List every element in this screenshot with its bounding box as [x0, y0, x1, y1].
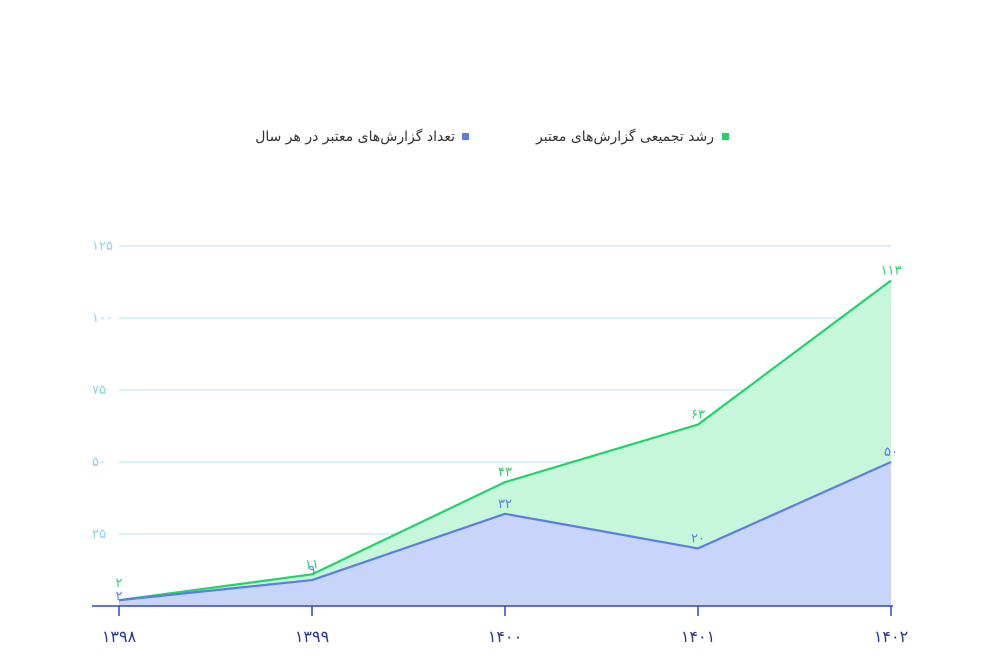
x-tick-label: ۱۴۰۲	[874, 627, 908, 646]
cumulative-area	[119, 280, 891, 606]
y-tick-label: ۷۵	[92, 383, 106, 398]
x-tick-label: ۱۳۹۸	[102, 627, 137, 646]
yearly-area	[119, 462, 891, 606]
y-tick-label: ۵۰	[92, 455, 106, 470]
yearly-data-label: ۹	[309, 563, 316, 578]
cumulative-data-label: ۱۱	[305, 557, 319, 572]
yearly-line	[118, 460, 892, 602]
y-tick-label: ۲۵	[92, 527, 106, 542]
yearly-data-label: ۲	[116, 589, 123, 604]
y-tick-label: ۱۲۵	[92, 239, 113, 254]
x-axis: ۱۳۹۸ ۱۳۹۹ ۱۴۰۰ ۱۴۰۱ ۱۴۰۲	[92, 605, 908, 646]
legend-swatch	[462, 133, 469, 140]
cumulative-data-label: ۴۳	[498, 465, 512, 480]
y-tick-label: ۱۰۰	[92, 311, 113, 326]
data-labels: ۲ ۱۱ ۴۳ ۶۳ ۱۱۳ ۲ ۹ ۳۲ ۲۰ ۵۰	[116, 264, 902, 604]
legend-label: رشد تجمیعی گزارش‌های معتبر	[535, 128, 714, 145]
series-lines	[118, 279, 892, 602]
yearly-data-label: ۲۰	[691, 531, 705, 546]
x-tick-label: ۱۴۰۰	[488, 627, 522, 646]
x-tick-label: ۱۳۹۹	[295, 627, 329, 646]
cumulative-line	[118, 279, 892, 602]
yearly-data-label: ۳۲	[498, 497, 512, 512]
legend-swatch	[722, 133, 729, 140]
cumulative-data-label: ۱۱۳	[881, 264, 902, 279]
area-fills	[119, 280, 891, 606]
legend: رشد تجمیعی گزارش‌های معتبر تعداد گزارش‌ها…	[255, 128, 729, 145]
x-tick-label: ۱۴۰۱	[681, 627, 715, 646]
cumulative-data-label: ۲	[116, 576, 123, 591]
yearly-data-label: ۵۰	[884, 445, 898, 460]
legend-label: تعداد گزارش‌های معتبر در هر سال	[255, 128, 455, 145]
cumulative-data-label: ۶۳	[691, 408, 705, 423]
